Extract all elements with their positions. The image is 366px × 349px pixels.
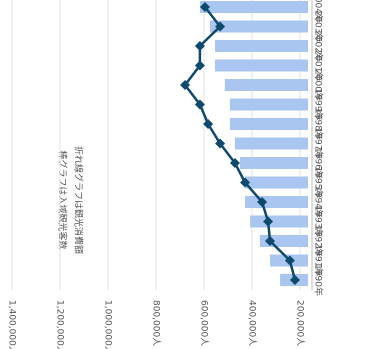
x-tick-label: 1999年: [313, 89, 325, 121]
marker: [289, 275, 300, 285]
marker: [199, 2, 210, 12]
bar: [240, 157, 308, 169]
bar: [215, 59, 308, 72]
y-tick-label: 200,000人: [295, 300, 306, 346]
bar: [224, 79, 308, 91]
marker: [265, 236, 275, 246]
marker: [215, 138, 226, 149]
y-tick-label: 400,000人: [247, 300, 258, 346]
legend-entry: 棒グラフは入域観光客数: [57, 150, 69, 249]
x-tick-label: 1993年: [313, 206, 325, 238]
marker: [229, 158, 240, 168]
bar: [234, 137, 308, 150]
bar: [229, 98, 308, 111]
x-tick-label: 1996年: [313, 147, 325, 179]
x-tick-label: 2001年: [313, 50, 325, 82]
y-tick-label: 800,000人: [151, 300, 162, 346]
bar: [215, 40, 308, 52]
x-tick-label: 1995年: [313, 167, 325, 199]
x-tick-label: 1991年: [313, 245, 325, 277]
bar: [250, 215, 308, 228]
y-tick-label: 1,000,000人: [103, 300, 114, 349]
bar: [210, 20, 308, 33]
x-tick-label: 1990年: [313, 264, 325, 296]
x-tick-label: 1992年: [313, 225, 325, 257]
y-tick-label: 1,200,000人: [55, 300, 66, 349]
x-tick-label: 2003年: [313, 11, 325, 43]
x-tick-label: 2004年: [313, 0, 325, 23]
bar: [245, 176, 308, 189]
marker: [284, 255, 295, 266]
marker: [180, 80, 191, 90]
x-tick-label: 2000年: [313, 69, 325, 101]
legend-entry: 折れ線グラフは観光消費額: [73, 146, 85, 254]
marker: [203, 119, 214, 129]
y-tick-label: 1,400,000人: [7, 300, 18, 349]
marker: [263, 216, 274, 227]
marker: [257, 197, 268, 207]
bar: [199, 1, 308, 13]
marker: [194, 41, 205, 51]
marker: [194, 60, 205, 71]
x-tick-label: 2002年: [313, 30, 325, 62]
y-tick-label: 600,000人: [199, 300, 210, 346]
bar: [245, 196, 308, 208]
marker: [194, 99, 205, 110]
x-tick-label: 1997年: [313, 128, 325, 160]
x-tick-label: 1994年: [313, 186, 325, 218]
marker: [240, 177, 251, 188]
bar: [229, 118, 308, 130]
x-tick-label: 1998年: [313, 108, 325, 140]
marker: [215, 21, 226, 32]
